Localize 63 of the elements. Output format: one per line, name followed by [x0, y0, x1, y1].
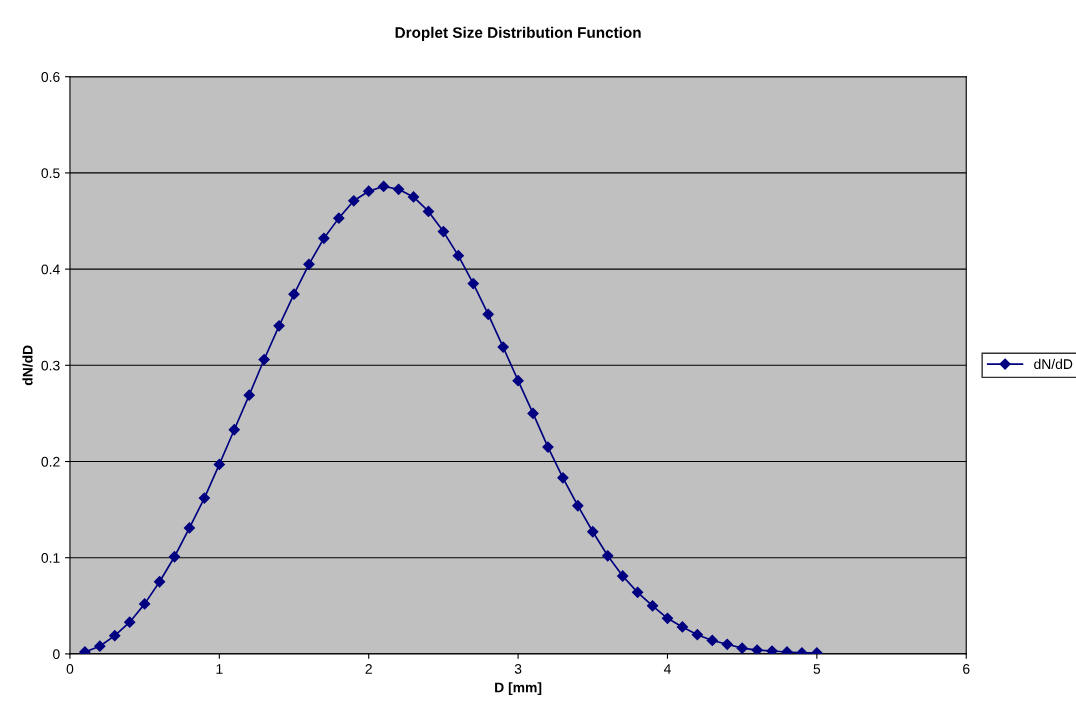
point [288, 288, 300, 300]
point [333, 212, 345, 224]
point [213, 458, 225, 470]
point [378, 180, 390, 192]
point [527, 407, 539, 420]
point [124, 616, 136, 628]
point [139, 598, 151, 610]
point [422, 205, 435, 218]
point [318, 232, 330, 244]
point [198, 492, 210, 504]
y-tick-label: 0.5 [41, 168, 60, 179]
point [676, 621, 689, 633]
point [646, 600, 659, 612]
x-axis-title: D [mm] [495, 682, 542, 696]
point [228, 424, 240, 436]
point [751, 644, 763, 654]
x-tick-label: 0 [66, 663, 74, 674]
point [392, 183, 405, 195]
y-tick-label: 0.6 [41, 72, 60, 82]
x-tick-label: 1 [216, 664, 223, 674]
point [258, 353, 270, 366]
x-tick-label: 2 [365, 663, 372, 674]
y-tick-label: 0.4 [41, 264, 60, 275]
y-tick-label: 0.3 [41, 360, 60, 371]
point [363, 185, 375, 197]
point [661, 612, 674, 624]
y-tick-label: 0.2 [41, 456, 60, 467]
point [736, 642, 748, 654]
point [482, 308, 494, 320]
point [587, 526, 599, 538]
y-axis-title: dN/dD [22, 345, 33, 386]
point [243, 389, 255, 401]
point [94, 640, 106, 652]
point [437, 225, 450, 238]
point [168, 551, 181, 563]
y-tick-label: 0.1 [41, 553, 60, 563]
point [691, 629, 703, 641]
point [557, 472, 569, 484]
point [303, 258, 315, 270]
point [617, 570, 629, 582]
legend-label: dN/dD [1034, 358, 1073, 370]
point [512, 375, 524, 387]
point [467, 277, 479, 290]
point [183, 522, 196, 534]
point [407, 191, 420, 203]
x-tick-label: 3 [514, 663, 522, 674]
point [273, 320, 285, 332]
x-tick-label: 4 [663, 664, 671, 674]
point [706, 634, 718, 647]
chart-title: Droplet Size Distribution Function [395, 26, 641, 41]
y-tick-label: 0 [53, 649, 60, 660]
point [497, 341, 509, 353]
x-tick-label: 6 [963, 663, 970, 674]
point [153, 576, 166, 588]
point [348, 195, 360, 207]
point [766, 645, 778, 654]
x-tick-label: 5 [813, 664, 821, 674]
point [452, 250, 464, 262]
point [721, 638, 733, 650]
point [572, 500, 584, 512]
point [109, 630, 121, 642]
point [602, 550, 614, 562]
point [631, 586, 644, 598]
